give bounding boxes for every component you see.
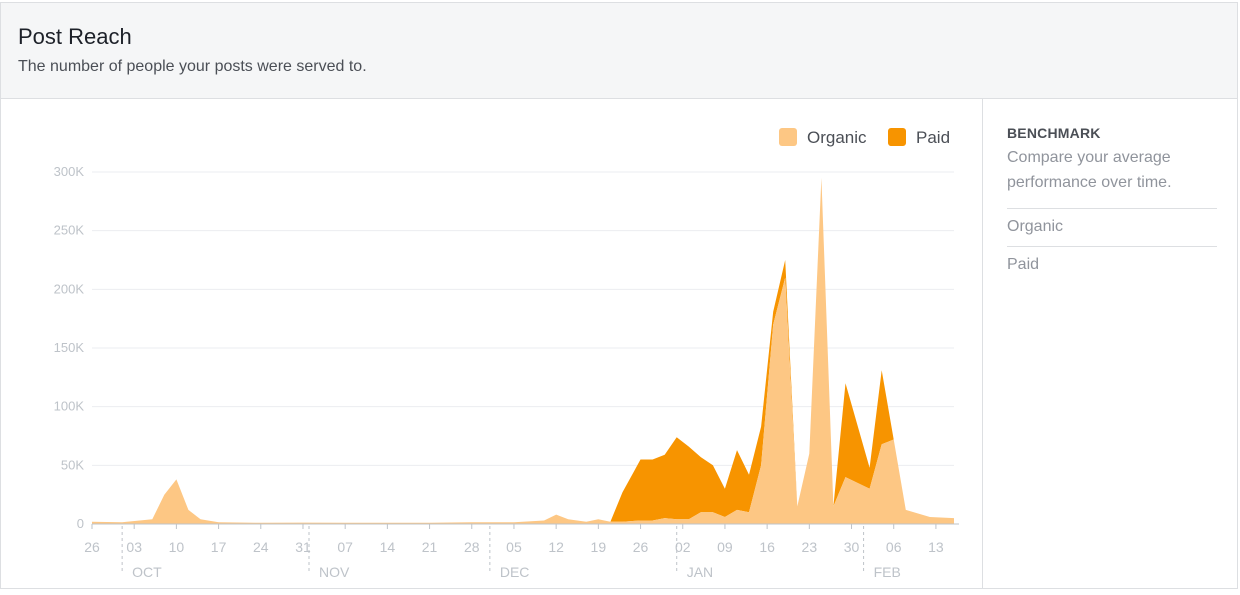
y-tick-label: 200K bbox=[54, 281, 85, 296]
benchmark-item-paid[interactable]: Paid bbox=[1007, 256, 1040, 273]
x-tick-label: 30 bbox=[844, 539, 860, 555]
month-label: NOV bbox=[319, 564, 350, 580]
post-reach-chart: 0 50K 100K 150K 200K 250K 300K 26 03 10 17 24 31 07 14… bbox=[54, 128, 959, 580]
x-tick-label: 17 bbox=[211, 539, 227, 555]
x-tick-label: 07 bbox=[337, 539, 353, 555]
x-tick-label: 24 bbox=[253, 539, 269, 555]
y-tick-label: 250K bbox=[54, 223, 85, 238]
card-body: 0 50K 100K 150K 200K 250K 300K 26 03 10 17 24 31 07 14… bbox=[1, 99, 1237, 588]
month-label: DEC bbox=[500, 564, 530, 580]
x-tick-label: 09 bbox=[717, 539, 733, 555]
page-title: Post Reach bbox=[18, 24, 132, 49]
x-tick-label: 26 bbox=[633, 539, 649, 555]
legend-swatch-organic bbox=[779, 128, 797, 146]
x-tick-label: 10 bbox=[169, 539, 185, 555]
legend-label-organic: Organic bbox=[807, 128, 867, 147]
x-tick-label: 26 bbox=[84, 539, 100, 555]
organic-area bbox=[92, 177, 954, 524]
x-tick-label: 23 bbox=[802, 539, 818, 555]
x-tick-label: 21 bbox=[422, 539, 438, 555]
month-label: FEB bbox=[874, 564, 901, 580]
x-tick-label: 06 bbox=[886, 539, 902, 555]
x-tick-label: 31 bbox=[295, 539, 311, 555]
benchmark-title: BENCHMARK bbox=[1007, 125, 1101, 141]
y-tick-label: 0 bbox=[77, 516, 84, 531]
x-tick-label: 02 bbox=[675, 539, 691, 555]
x-tick-label: 16 bbox=[759, 539, 775, 555]
month-label: JAN bbox=[687, 564, 713, 580]
page-subtitle: The number of people your posts were ser… bbox=[18, 58, 367, 75]
x-tick-label: 03 bbox=[126, 539, 142, 555]
y-tick-label: 300K bbox=[54, 164, 85, 179]
card-header: Post Reach The number of people your pos… bbox=[1, 3, 1237, 99]
x-tick-label: 19 bbox=[591, 539, 607, 555]
y-tick-label: 150K bbox=[54, 340, 85, 355]
benchmark-description: Compare your average performance over ti… bbox=[1007, 145, 1217, 209]
x-tick-label: 13 bbox=[928, 539, 944, 555]
benchmark-item-organic[interactable]: Organic bbox=[1007, 209, 1217, 247]
benchmark-panel: BENCHMARK Compare your average performan… bbox=[983, 99, 1237, 588]
y-tick-label: 100K bbox=[54, 399, 85, 414]
y-tick-label: 50K bbox=[61, 457, 84, 472]
x-tick-label: 14 bbox=[380, 539, 396, 555]
legend-label-paid: Paid bbox=[916, 128, 950, 147]
chart-area: 0 50K 100K 150K 200K 250K 300K 26 03 10 17 24 31 07 14… bbox=[1, 99, 983, 588]
x-tick-label: 12 bbox=[548, 539, 564, 555]
x-tick-label: 28 bbox=[464, 539, 480, 555]
x-tick-label: 05 bbox=[506, 539, 522, 555]
legend-swatch-paid bbox=[888, 128, 906, 146]
month-label: OCT bbox=[132, 564, 162, 580]
